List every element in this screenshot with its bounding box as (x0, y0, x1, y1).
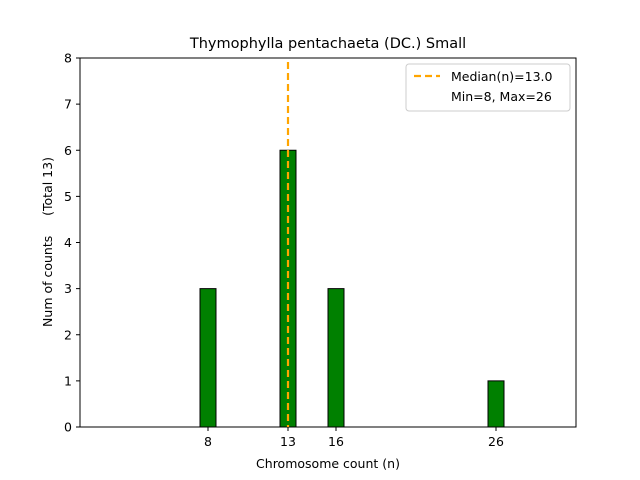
x-axis-label: Chromosome count (n) (256, 456, 400, 471)
legend: Median(n)=13.0 Min=8, Max=26 (405, 63, 571, 112)
y-tick-label: 1 (64, 373, 72, 388)
y-tick-label: 6 (64, 143, 72, 158)
y-tick-label: 4 (64, 235, 72, 250)
y-tick-label: 7 (64, 97, 72, 112)
legend-box (405, 63, 571, 112)
plot-area (79, 57, 577, 428)
bar-26 (487, 380, 505, 428)
y-tick-label: 5 (64, 189, 72, 204)
x-tick-label: 26 (488, 434, 504, 449)
y-axis-label: Num of counts (Total 13) (40, 157, 55, 327)
y-tick-label: 2 (64, 327, 72, 342)
bars (199, 149, 505, 428)
legend-entry-min-max: Min=8, Max=26 (451, 89, 552, 104)
y-tick-label: 3 (64, 281, 72, 296)
bar-8 (199, 288, 217, 428)
bar-16 (327, 288, 345, 428)
legend-entry-median: Median(n)=13.0 (451, 69, 552, 84)
x-axis-ticks: 8 13 16 26 (204, 427, 504, 449)
y-tick-label: 0 (64, 420, 72, 435)
x-tick-label: 8 (204, 434, 212, 449)
y-tick-label: 8 (64, 51, 72, 66)
x-tick-label: 16 (328, 434, 344, 449)
y-axis-ticks: 0 1 2 3 4 5 6 7 8 (64, 51, 80, 435)
x-tick-label: 13 (280, 434, 296, 449)
chart-title: Thymophylla pentachaeta (DC.) Small (189, 36, 466, 52)
